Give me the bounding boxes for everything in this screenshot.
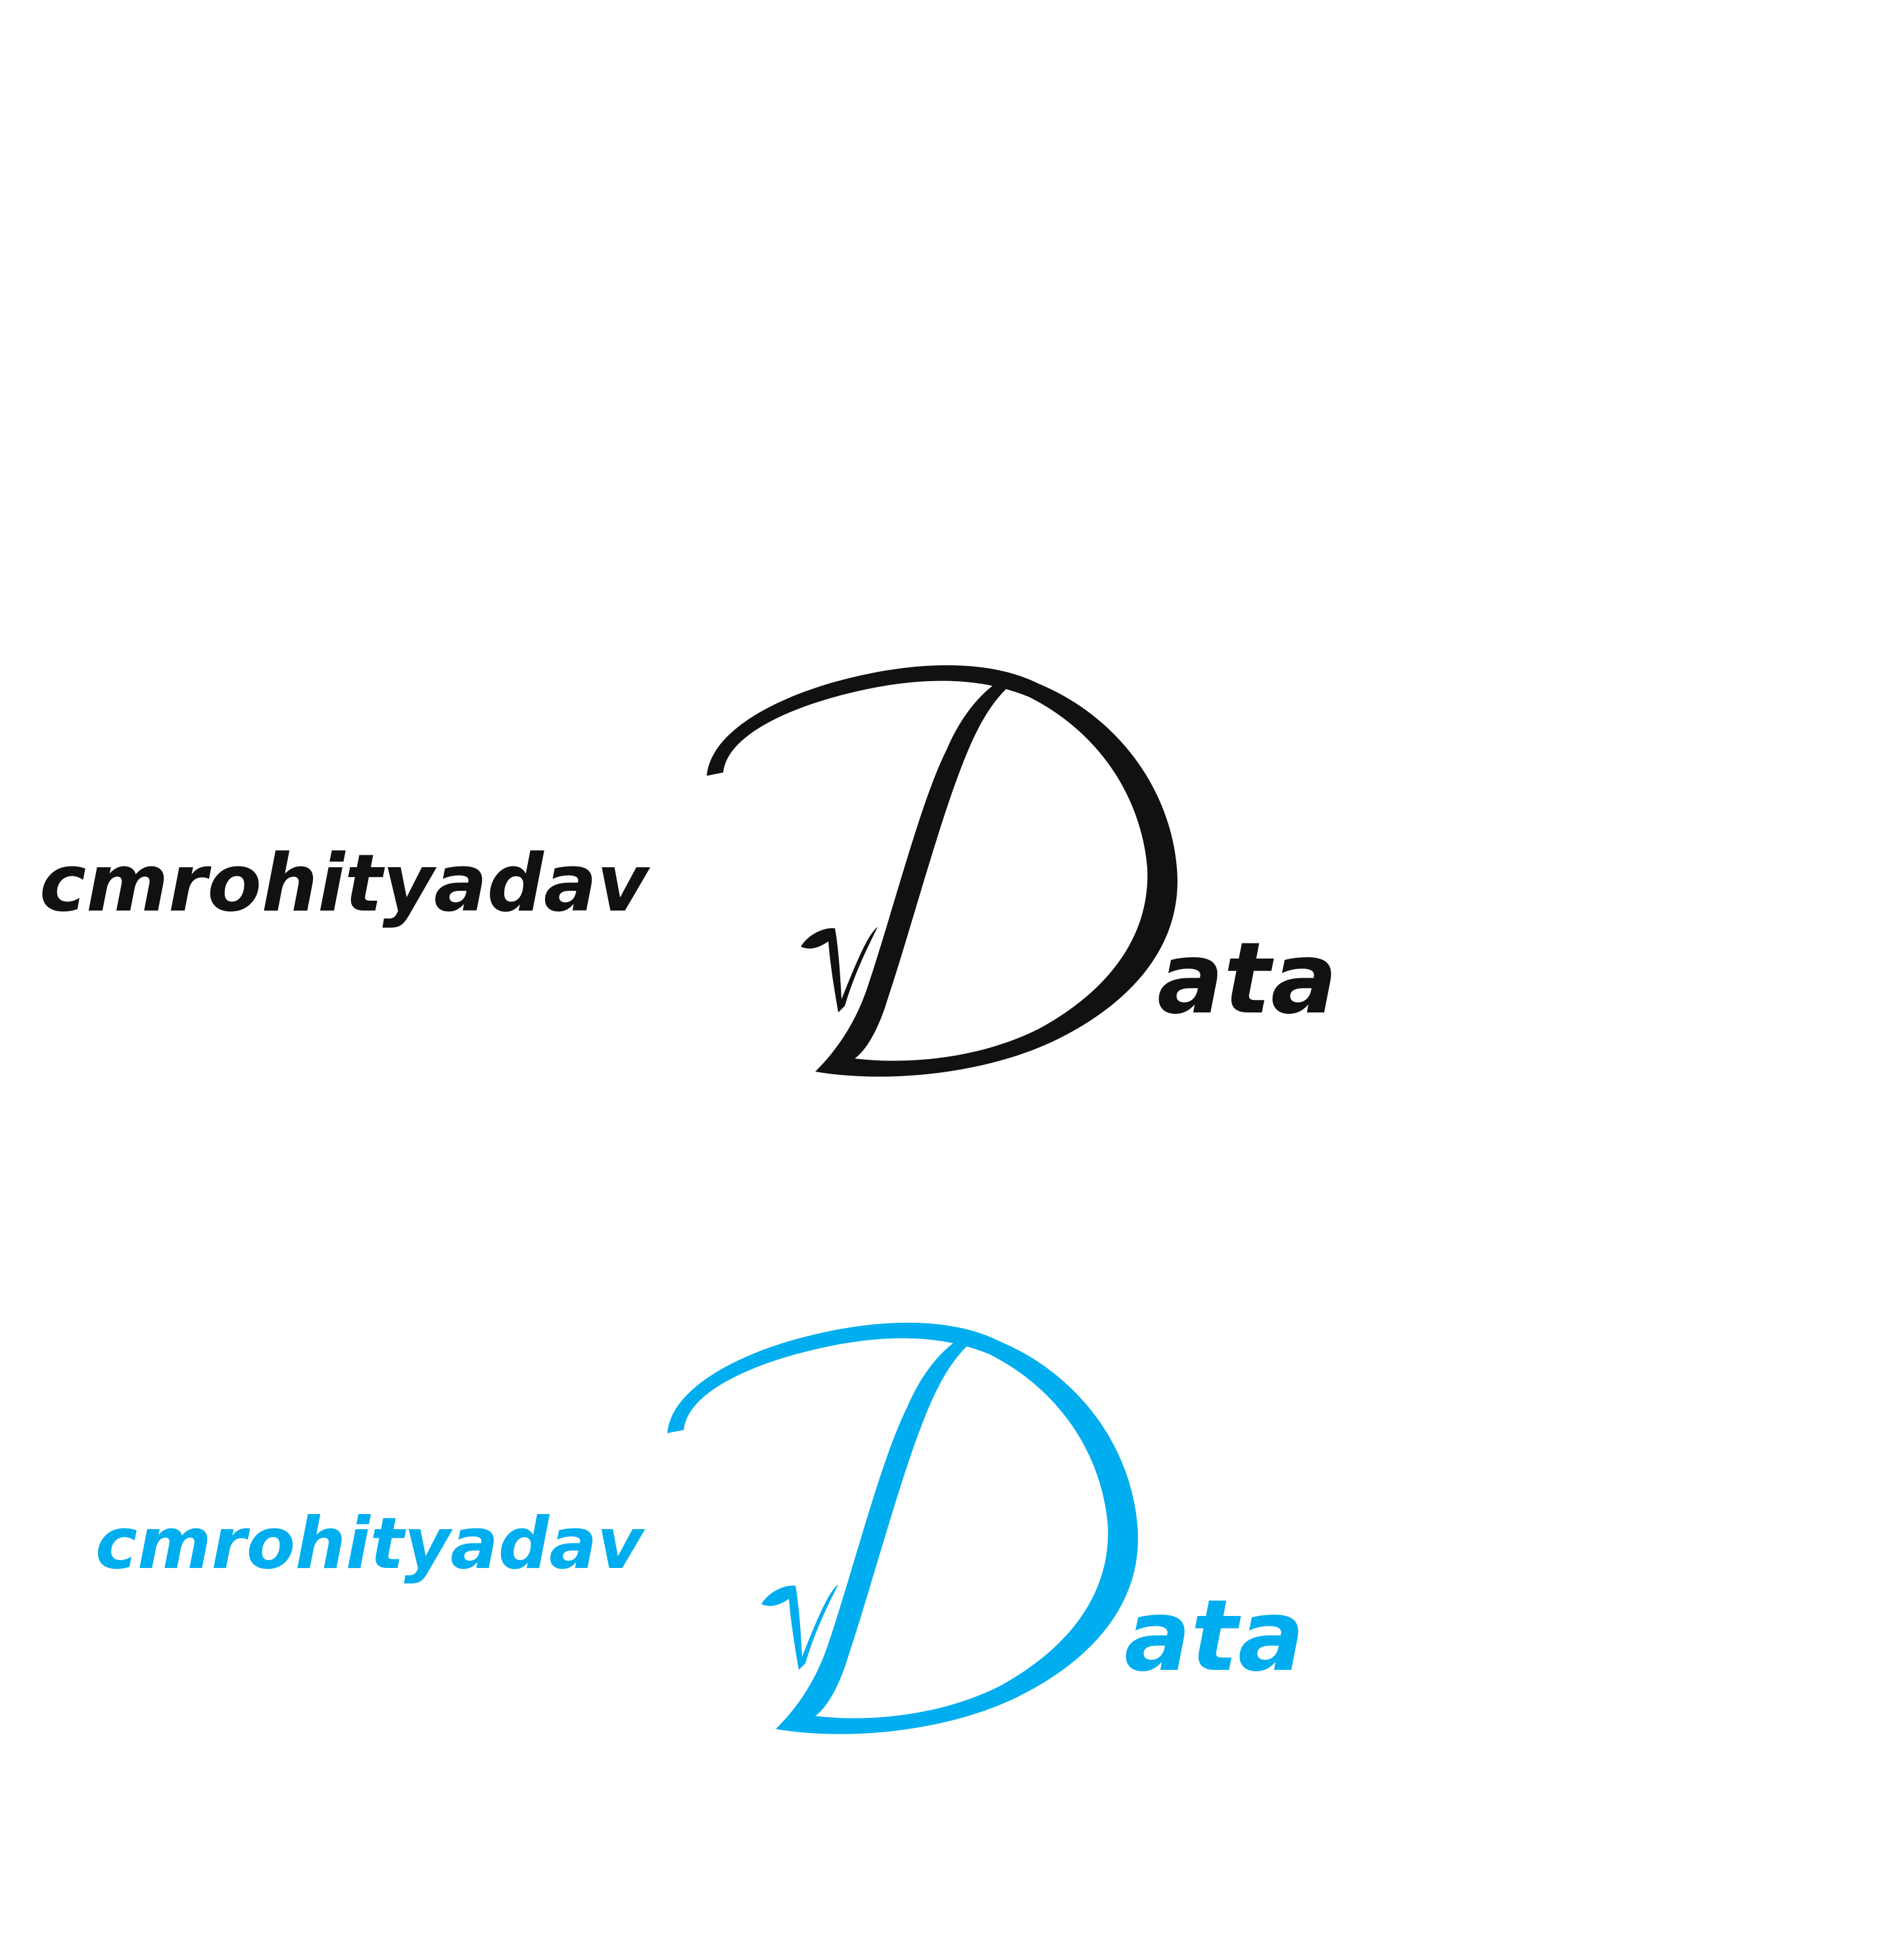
logo-blue-group [667,1322,1138,1734]
logo-black: cmrohityadav D ata [0,631,1904,1289]
small-v [801,927,878,1012]
logo-prefix-text: cmrohityadav [39,838,651,930]
logo-suffix-text: ata [1124,1579,1304,1694]
logo-blue: cmrohityadav D ata [0,1289,1904,1946]
logo-d-letter: D [986,626,991,633]
logo-black-group [707,665,1178,1077]
big-d-swash [707,665,1178,1077]
logo-suffix-text: ata [1157,922,1337,1036]
logo-blue-artwork: cmrohityadav D ata [95,1322,1304,1734]
small-v [761,1584,838,1670]
logo-black-artwork: cmrohityadav D ata [39,665,1337,1077]
big-d-swash [667,1322,1138,1734]
logo-canvas: cmrohityadav D ata cmrohityadav D ata [0,631,1904,1734]
logo-prefix-text: cmrohityadav [95,1503,646,1585]
